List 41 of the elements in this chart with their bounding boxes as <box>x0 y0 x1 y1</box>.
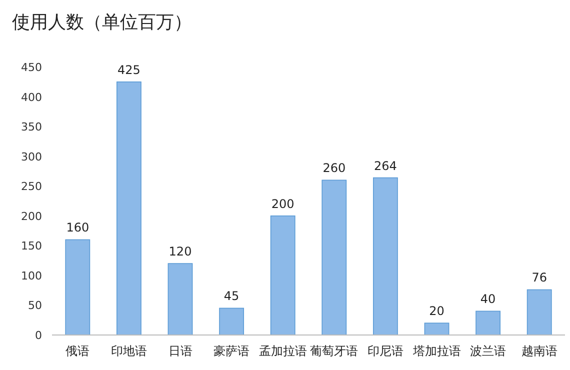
data-label: 200 <box>271 196 294 211</box>
data-label: 45 <box>224 289 240 304</box>
x-tick-label: 葡萄牙语 <box>310 344 358 358</box>
y-tick-label: 250 <box>21 180 42 194</box>
x-tick-label: 日语 <box>168 344 192 358</box>
y-tick-label: 350 <box>21 120 42 134</box>
y-tick-label: 50 <box>28 299 42 312</box>
bar <box>372 177 398 336</box>
bar <box>424 322 450 336</box>
data-label: 425 <box>117 62 140 77</box>
x-tick-label: 印地语 <box>110 344 147 358</box>
y-tick-label: 400 <box>21 90 42 104</box>
y-tick-label: 450 <box>21 61 42 74</box>
x-tick-label: 印尼语 <box>367 344 404 358</box>
x-tick-label: 豪萨语 <box>214 344 250 358</box>
y-tick-label: 150 <box>21 240 42 253</box>
x-tick-label: 俄语 <box>66 344 90 358</box>
data-label: 20 <box>429 304 444 318</box>
bar <box>476 310 501 336</box>
data-label: 40 <box>480 292 496 306</box>
x-tick-label: 孟加拉语 <box>258 344 307 358</box>
chart-title: 使用人数（单位百万） <box>12 12 192 33</box>
x-tick-label: 越南语 <box>521 344 558 358</box>
data-label: 120 <box>168 244 192 259</box>
y-tick-label: 0 <box>35 329 42 342</box>
data-label: 160 <box>66 220 90 235</box>
bar <box>168 263 193 336</box>
bar <box>322 180 347 336</box>
bar <box>65 239 90 336</box>
bar <box>270 215 296 336</box>
y-tick-label: 300 <box>21 150 42 164</box>
x-tick-label: 波兰语 <box>470 344 506 358</box>
bar <box>526 289 552 336</box>
y-tick-label: 200 <box>21 210 42 223</box>
data-label: 264 <box>374 158 397 173</box>
data-label: 260 <box>322 161 346 176</box>
data-label: 76 <box>532 270 547 285</box>
y-tick-label: 100 <box>21 269 42 282</box>
x-tick-label: 塔加拉语 <box>412 344 461 358</box>
bar <box>116 81 142 336</box>
bar <box>219 308 244 336</box>
